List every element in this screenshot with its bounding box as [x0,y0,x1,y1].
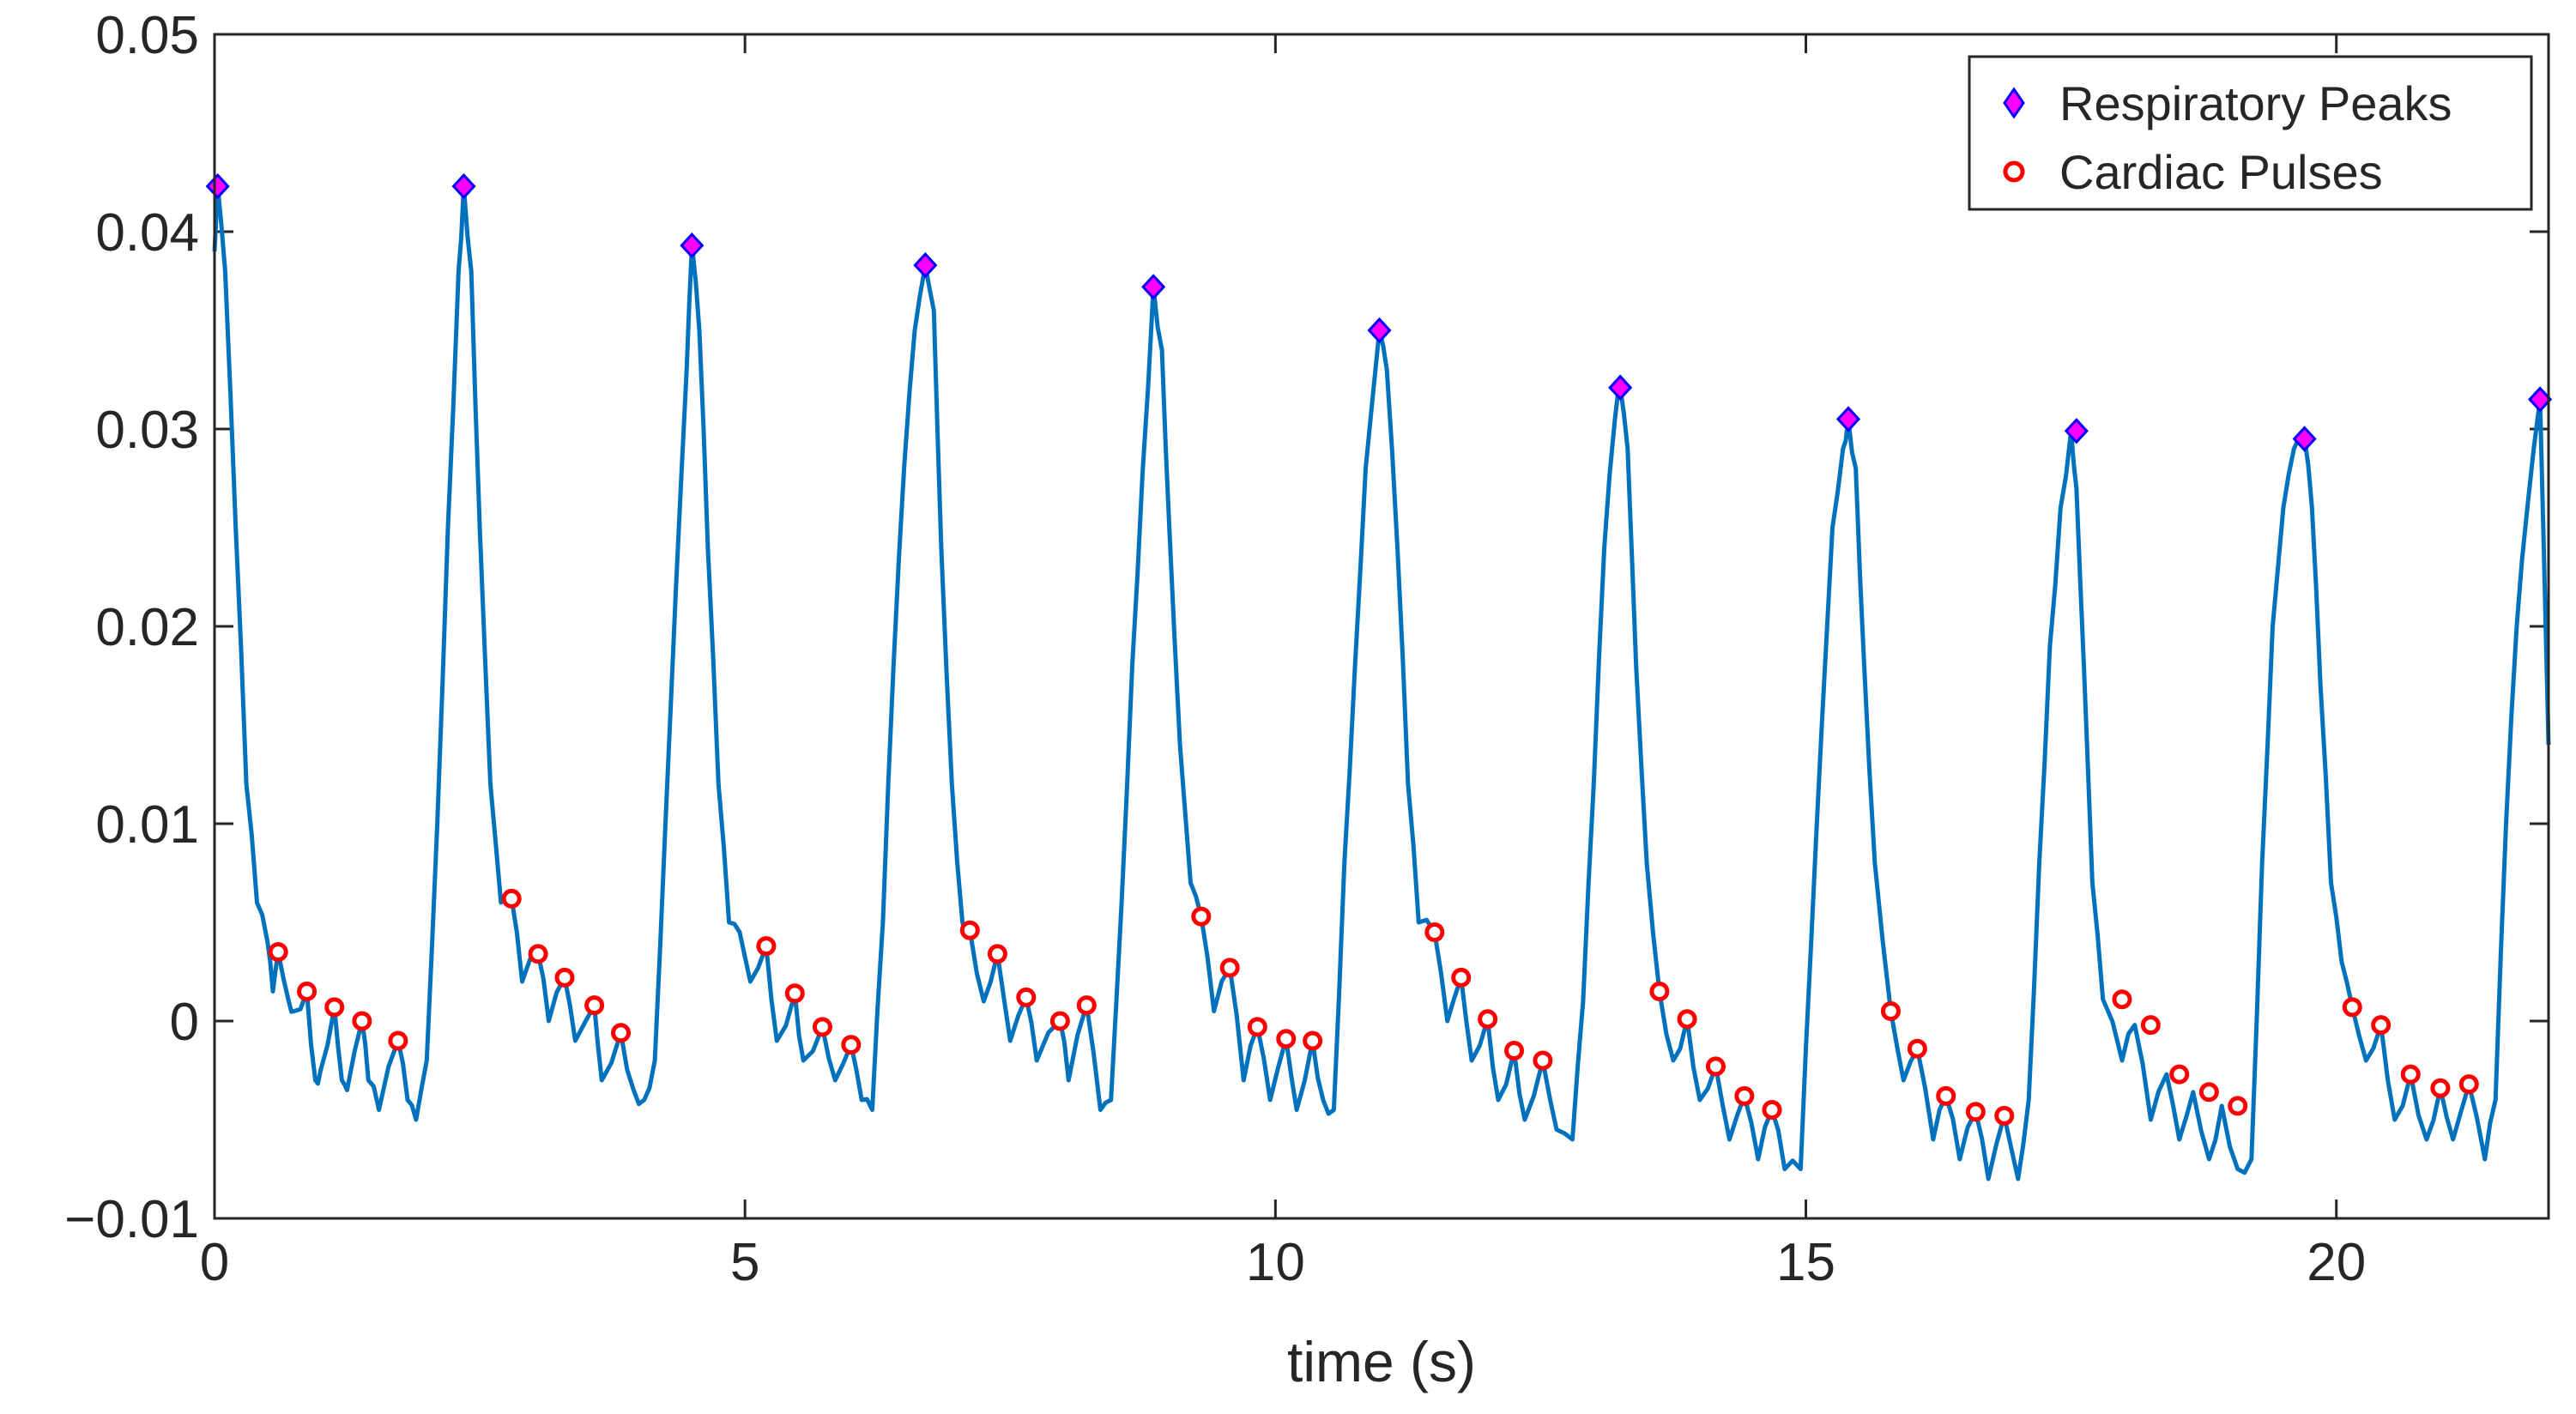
cardiac-pulse-point [1424,922,1445,942]
cardiac-pulse-point [352,1011,372,1031]
cardiac-pulse-point [1880,1001,1901,1021]
cardiac-pulse-point [388,1030,408,1051]
cardiac-pulse-point [2430,1078,2451,1098]
cardiac-pulse-point [784,983,805,1004]
y-tick-label: 0.04 [95,203,199,263]
cardiac-pulse-point [1303,1030,1323,1051]
y-tick-label: 0.03 [95,401,199,460]
respiratory-peak-point [680,232,704,259]
cardiac-pulse-point [1533,1050,1553,1071]
cardiac-pulse-point [1965,1102,1986,1122]
plot-frame [213,33,2550,1220]
cardiac-pulse-point [1219,958,1240,978]
cardiac-pulse-point [2169,1064,2190,1085]
cardiac-pulse-point [2371,1015,2392,1036]
cardiac-pulse-point [1994,1105,2015,1126]
cardiac-pulse-point [1191,906,1212,927]
legend-box [1968,55,2533,211]
respiratory-peak-point [2528,386,2553,413]
cardiac-pulse-point [554,967,575,988]
y-axis-ticks: −0.01 0 0.01 0.02 0.03 0.04 0.05 [64,6,2549,1249]
y-tick-label: 0 [170,993,199,1052]
cardiac-pulse-point [1649,982,1670,1001]
cardiac-pulse-point [1504,1041,1525,1060]
cardiac-pulse-point [2112,989,2132,1010]
cardiac-pulse-point [1936,1085,1956,1106]
cardiac-pulse-point [812,1017,832,1037]
x-tick-label: 0 [200,1233,229,1292]
cardiac-pulse-point [1677,1009,1697,1030]
legend-label-cardiac: Cardiac Pulses [2059,145,2383,199]
cardiac-pulse-point [324,997,345,1018]
legend-marker-respiratory-diamond [2003,87,2025,119]
x-axis-label: time (s) [1287,1330,1476,1393]
cardiac-pulse-point [2400,1064,2421,1085]
cardiac-pulse-point [1705,1056,1726,1077]
cardiac-pulse-point [841,1035,862,1055]
plot-series [205,172,2553,1181]
x-tick-label: 5 [730,1233,759,1292]
y-tick-label: 0.02 [95,598,199,657]
cardiac-pulse-point [501,888,522,909]
cardiac-pulse-point [2228,1096,2248,1116]
respiratory-peak-point [913,251,938,279]
cardiac-pulse-point [297,982,317,1001]
cardiac-pulse-point [528,944,548,964]
legend-marker-cardiac-circle [2003,160,2025,183]
x-tick-label: 20 [2307,1233,2366,1292]
x-axis-ticks: 0 5 10 15 20 [200,34,2366,1292]
x-tick-label: 10 [1246,1233,1305,1292]
x-tick-label: 15 [1776,1233,1835,1292]
respiratory-peak-point [1367,317,1392,344]
respiratory-peak-point [2064,418,2089,444]
cardiac-pulse-point [268,942,288,962]
respiratory-peak-point [205,172,230,200]
cardiac-pulse-point [1478,1009,1498,1030]
respiratory-peak-point [1141,274,1166,300]
cardiac-pulse-point [959,920,980,940]
respiratory-peak-point [451,172,476,200]
plot-background [215,34,2549,1218]
cardiac-pulse-point [1076,995,1097,1016]
cardiac-pulse-point [756,936,777,957]
y-tick-label: 0.05 [95,6,199,65]
cardiac-pulse-point [2458,1074,2479,1095]
cardiac-pulse-point [1247,1017,1267,1037]
respiratory-peak-point [1835,406,1861,432]
y-tick-label: 0.01 [95,795,199,855]
respiratory-peak-point [2292,426,2317,452]
cardiac-pulse-point [1451,967,1472,988]
cardiac-pulse-point [611,1023,632,1043]
cardiac-pulse-point [1049,1011,1070,1031]
cardiac-pulse-point [1016,987,1037,1007]
cardiac-pulse-point [1276,1029,1297,1049]
y-tick-label: −0.01 [64,1190,199,1249]
cardiac-pulse-point [584,995,605,1016]
cardiac-pulse-point [2198,1082,2219,1103]
respiratory-peak-point [1608,374,1633,401]
legend-label-respiratory: Respiratory Peaks [2059,76,2452,130]
cardiac-pulse-point [2342,997,2362,1018]
cardiac-pulse-point [987,944,1007,964]
cardiac-pulse-point [1907,1038,1927,1059]
cardiac-pulse-point [1762,1100,1782,1120]
cardiac-pulse-point [1734,1085,1755,1106]
cardiac-pulse-point [2140,1015,2161,1036]
legend: Respiratory Peaks Cardiac Pulses [1968,55,2533,211]
